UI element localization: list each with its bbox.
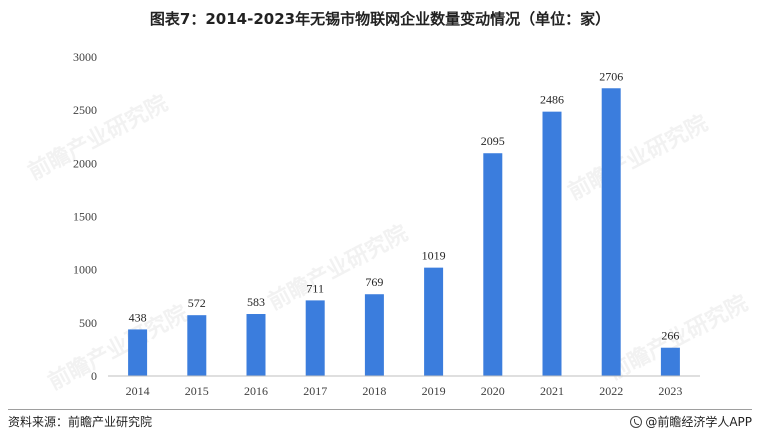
source-note: 资料来源：前瞻产业研究院 — [8, 415, 153, 429]
data-label-2022: 2706 — [599, 69, 623, 83]
footer-divider — [8, 409, 752, 410]
bars: 438 572 583 711 769 1019 2095 2486 2706 266 — [128, 69, 680, 377]
y-tick-label: 3000 — [73, 50, 97, 64]
brand-label: @前瞻经济学人APP — [645, 415, 752, 429]
y-tick-label: 0 — [91, 369, 97, 383]
data-label-2018: 769 — [365, 275, 383, 289]
data-label-2017: 711 — [306, 281, 324, 295]
data-label-2021: 2486 — [540, 93, 564, 107]
x-tick-label: 2015 — [185, 384, 209, 398]
brand-logo-icon — [630, 415, 643, 428]
x-tick-label: 2016 — [244, 384, 268, 398]
x-tick-label: 2023 — [658, 384, 682, 398]
brand-tag[interactable]: @前瞻经济学人APP — [630, 413, 752, 430]
bar-2019 — [424, 267, 444, 376]
y-tick-label: 2500 — [73, 103, 97, 117]
x-tick-label: 2014 — [126, 384, 150, 398]
bar-2023 — [660, 347, 680, 376]
data-label-2016: 583 — [247, 295, 265, 309]
bar-2022 — [601, 88, 621, 377]
y-tick-label: 500 — [79, 316, 97, 330]
bar-2015 — [187, 315, 207, 376]
x-tick-label: 2018 — [362, 384, 386, 398]
bar-chart: 0 500 1000 1500 2000 2500 3000 438 572 583 711 769… — [73, 50, 700, 398]
bar-2017 — [305, 300, 325, 376]
data-label-2015: 572 — [188, 296, 206, 310]
chart-title: 图表7：2014-2023年无锡市物联网企业数量变动情况（单位：家） — [149, 10, 611, 28]
data-label-2020: 2095 — [481, 134, 505, 148]
y-tick-label: 2000 — [73, 156, 97, 170]
bar-2014 — [128, 329, 148, 376]
y-axis: 0 500 1000 1500 2000 2500 3000 — [73, 50, 97, 383]
bar-2020 — [483, 153, 503, 376]
y-tick-label: 1500 — [73, 210, 97, 224]
x-tick-label: 2022 — [599, 384, 623, 398]
bar-2016 — [246, 314, 266, 376]
x-axis: 2014 2015 2016 2017 2018 2019 2020 2021 2022 2023 — [108, 375, 700, 398]
x-tick-label: 2021 — [540, 384, 564, 398]
x-tick-label: 2019 — [422, 384, 446, 398]
data-label-2019: 1019 — [422, 249, 446, 263]
data-label-2014: 438 — [129, 310, 147, 324]
x-tick-label: 2020 — [481, 384, 505, 398]
data-label-2023: 266 — [661, 329, 679, 343]
x-tick-label: 2017 — [303, 384, 327, 398]
bar-2018 — [364, 294, 384, 376]
y-tick-label: 1000 — [73, 263, 97, 277]
bar-2021 — [542, 111, 562, 376]
